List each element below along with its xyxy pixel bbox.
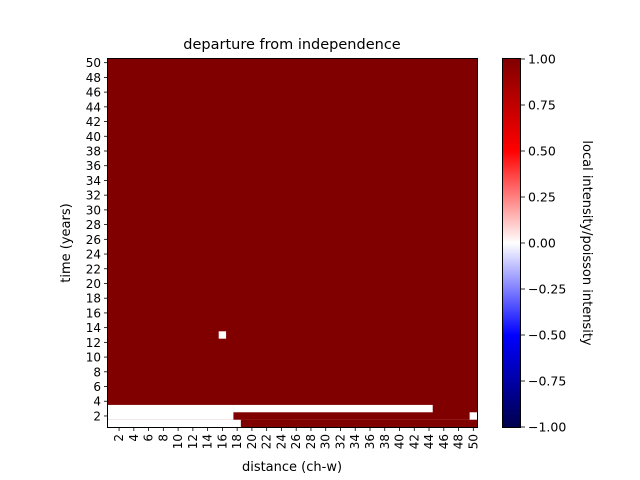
heatmap-cell: [108, 404, 234, 420]
y-tick-label: 44: [86, 100, 101, 114]
y-tick-label: 4: [93, 395, 101, 409]
x-tick-label: 26: [289, 434, 303, 449]
x-tick-label: 30: [319, 434, 333, 449]
heatmap-cell: [233, 404, 433, 413]
colorbar-tick-label: −0.50: [528, 328, 566, 343]
x-tick-label: 6: [142, 434, 156, 442]
x-tick-label: 4: [127, 434, 141, 442]
x-tick-label: 14: [201, 434, 215, 449]
x-tick-label: 22: [260, 434, 274, 449]
x-tick-label: 48: [452, 434, 466, 449]
y-tick-label: 32: [86, 189, 101, 203]
y-axis-ticks: 2468101214161820222426283032343638404244…: [86, 56, 108, 423]
x-tick-label: 34: [348, 434, 362, 449]
x-tick-label: 38: [378, 434, 392, 449]
colorbar-tick-label: 1.00: [528, 52, 556, 67]
x-tick-label: 50: [466, 434, 480, 449]
heatmap-cells: [108, 59, 477, 427]
heatmap-cell: [218, 331, 227, 339]
x-axis-ticks: 2 4 6 8 10 12 14 16 18 20 22 24 26 28 30 32 34 36 38 40 42 44…: [112, 427, 480, 449]
y-axis-label: time (years): [59, 203, 74, 282]
x-tick-label: 16: [215, 434, 229, 449]
colorbar-tick-label: 0.25: [528, 190, 556, 205]
x-tick-label: 18: [230, 434, 244, 449]
y-tick-label: 6: [93, 380, 101, 394]
colorbar-label: local intensity/poisson intensity: [579, 140, 594, 346]
y-tick-label: 42: [86, 115, 101, 129]
x-tick-label: 44: [422, 434, 436, 449]
colorbar-tick-label: 0.75: [528, 98, 556, 113]
y-tick-label: 12: [86, 336, 101, 350]
plot-frame: [107, 58, 478, 428]
colorbar-tick-label: −0.25: [528, 282, 566, 297]
y-tick-label: 36: [86, 159, 101, 173]
x-tick-label: 8: [156, 434, 170, 442]
y-tick-label: 26: [86, 233, 101, 247]
heatmap-background: [108, 59, 477, 427]
x-tick-label: 24: [274, 434, 288, 449]
x-tick-label: 10: [171, 434, 185, 449]
y-tick-label: 50: [86, 56, 101, 70]
x-tick-label: 46: [437, 434, 451, 449]
x-tick-label: 20: [245, 434, 259, 449]
y-tick-label: 46: [86, 86, 101, 100]
y-tick-label: 16: [86, 306, 101, 320]
y-tick-label: 2: [93, 409, 101, 423]
y-tick-label: 10: [86, 351, 101, 365]
y-tick-label: 28: [86, 218, 101, 232]
y-tick-label: 22: [86, 262, 101, 276]
y-tick-label: 40: [86, 130, 101, 144]
x-tick-label: 32: [333, 434, 347, 449]
y-tick-label: 8: [93, 365, 101, 379]
chart-title: departure from independence: [183, 37, 401, 53]
colorbar-tick-label: −0.75: [528, 374, 566, 389]
colorbar-ticks: 1.00 0.75 0.50 0.25 0.00 −0.25 −0.50 −0.75 −1.00: [521, 52, 566, 435]
heatmap-cell: [469, 412, 477, 420]
colorbar-tick-label: 0.00: [528, 236, 556, 251]
x-tick-label: 42: [407, 434, 421, 449]
x-tick-label: 40: [393, 434, 407, 449]
x-tick-label: 12: [186, 434, 200, 449]
y-tick-label: 20: [86, 277, 101, 291]
y-tick-label: 48: [86, 71, 101, 85]
y-tick-label: 24: [86, 248, 101, 262]
y-tick-label: 30: [86, 203, 101, 217]
colorbar-tick-label: −1.00: [528, 420, 566, 435]
x-tick-label: 36: [363, 434, 377, 449]
x-tick-label: 2: [112, 434, 126, 442]
y-tick-label: 18: [86, 292, 101, 306]
y-tick-label: 14: [86, 321, 101, 335]
x-tick-label: 28: [304, 434, 318, 449]
x-axis-label: distance (ch-w): [242, 460, 342, 475]
heatmap-cell: [233, 412, 293, 420]
y-tick-label: 38: [86, 145, 101, 159]
heatmap-cell: [240, 419, 477, 427]
y-tick-label: 34: [86, 174, 101, 188]
colorbar: [502, 58, 521, 428]
colorbar-tick-label: 0.50: [528, 144, 556, 159]
